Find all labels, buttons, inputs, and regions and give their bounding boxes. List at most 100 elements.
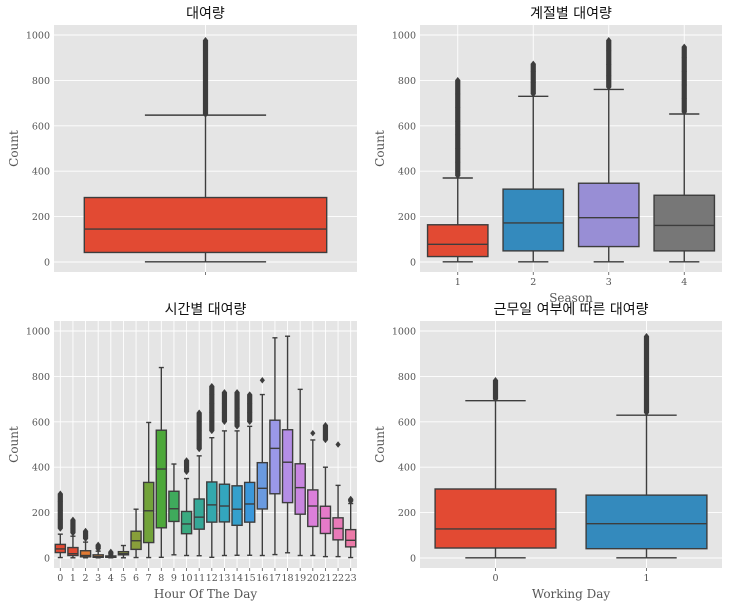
x-tick-label: 11 <box>193 573 205 584</box>
box-18: 18 <box>282 335 294 584</box>
iqr-box <box>218 483 231 523</box>
y-tick-label: 800 <box>398 76 416 87</box>
outlier-point <box>310 429 316 437</box>
outlier-point <box>259 377 265 384</box>
x-tick-label: 16 <box>256 573 268 584</box>
iqr-box <box>319 505 332 535</box>
y-tick-label: 200 <box>398 508 416 519</box>
y-tick-label: 600 <box>32 417 50 428</box>
box-23: 23 <box>344 495 357 584</box>
outlier-column <box>57 493 63 529</box>
box-16: 16 <box>256 377 268 584</box>
iqr-box <box>142 481 155 544</box>
y-tick-label: 200 <box>398 212 416 223</box>
outlier-column <box>348 498 354 502</box>
iqr-box <box>67 546 79 557</box>
iqr-box <box>344 528 357 548</box>
x-tick-label: 17 <box>269 573 281 584</box>
y-tick-label: 800 <box>398 372 416 383</box>
iqr-box <box>585 494 708 550</box>
y-tick-label: 1000 <box>392 31 416 42</box>
iqr-box <box>231 485 243 527</box>
box-10: 10 <box>181 457 193 584</box>
x-tick-label: 4 <box>681 277 687 288</box>
outlier-point <box>335 441 341 448</box>
iqr-box <box>294 463 306 515</box>
y-tick-label: 200 <box>32 212 50 223</box>
y-tick-label: 400 <box>32 463 50 474</box>
outlier-column <box>247 394 253 422</box>
plot-background <box>54 321 357 568</box>
x-tick-label: 14 <box>231 573 243 584</box>
box-12: 12 <box>206 382 218 584</box>
outlier-column <box>221 392 228 422</box>
iqr-box <box>502 188 565 252</box>
box-4: 4 <box>105 548 117 584</box>
outlier-column <box>234 392 240 427</box>
box-22: 22 <box>332 441 344 584</box>
outlier-column <box>108 551 114 554</box>
iqr-box <box>83 196 328 254</box>
chart-title: 계절별 대여량 <box>530 6 612 22</box>
x-tick-label: 0 <box>492 573 498 584</box>
x-tick-label: 0 <box>57 573 63 584</box>
box-3: 3 <box>577 37 640 288</box>
box-13: 13 <box>218 389 230 584</box>
box-2: 2 <box>502 60 565 288</box>
box-2: 2 <box>79 527 92 584</box>
x-tick-label: 2 <box>530 277 536 288</box>
x-tick-label: 5 <box>120 573 126 584</box>
chart-panel-4: 0 200 400 600 800 1000 0 1 근무일 여부에 따른 대여량 Count Wo… <box>373 302 722 601</box>
x-axis-label: Season <box>549 291 593 305</box>
chart-title: 근무일 여부에 따른 대여량 <box>493 302 648 318</box>
box-1: 1 <box>426 76 489 288</box>
iqr-box <box>168 490 180 523</box>
x-tick-label: 10 <box>181 573 193 584</box>
y-tick-label: 1000 <box>392 327 416 338</box>
box-4: 4 <box>653 43 716 288</box>
y-tick-label: 400 <box>32 167 50 178</box>
y-tick-label: 0 <box>410 258 416 269</box>
x-tick-label: 4 <box>108 573 114 584</box>
chart-panel-2: 0 200 400 600 800 1000 1 2 3 4 계절별 대여량 Count Season <box>373 6 722 305</box>
box-7: 7 <box>142 421 155 584</box>
outlier-column <box>183 460 190 472</box>
iqr-box <box>577 182 640 248</box>
box-20: 20 <box>307 429 319 584</box>
x-tick-label: 9 <box>171 573 177 584</box>
box-21: 21 <box>319 422 331 584</box>
box-9: 9 <box>168 463 180 584</box>
x-tick-label: 6 <box>133 573 139 584</box>
y-tick-label: 0 <box>44 554 50 565</box>
y-tick-label: 200 <box>32 508 50 519</box>
x-tick-label: 3 <box>606 277 612 288</box>
outlier-column <box>209 386 215 431</box>
y-tick-label: 400 <box>398 167 416 178</box>
outlier-column <box>70 519 76 534</box>
outlier-column <box>530 63 536 95</box>
iqr-box <box>307 489 319 528</box>
y-axis-label: Count <box>373 130 387 167</box>
box-19: 19 <box>294 388 306 584</box>
box-1: 1 <box>585 333 708 584</box>
x-tick-label: 13 <box>218 573 230 584</box>
iqr-box <box>269 419 281 495</box>
x-tick-label: 8 <box>158 573 164 584</box>
outlier-column <box>455 80 461 176</box>
outlier-column <box>202 40 209 115</box>
iqr-box <box>155 429 168 529</box>
iqr-box <box>180 510 193 535</box>
x-axis-label: Hour Of The Day <box>154 587 257 601</box>
iqr-box <box>434 488 557 549</box>
box-8: 8 <box>155 366 168 584</box>
box-11: 11 <box>193 409 205 584</box>
y-tick-label: 1000 <box>26 31 50 42</box>
iqr-box <box>256 461 269 510</box>
x-tick-label: 19 <box>294 573 306 584</box>
iqr-box <box>653 194 716 252</box>
x-tick-label: 15 <box>244 573 256 584</box>
x-axis-label: Working Day <box>532 587 611 601</box>
y-axis-label: Count <box>7 130 21 167</box>
